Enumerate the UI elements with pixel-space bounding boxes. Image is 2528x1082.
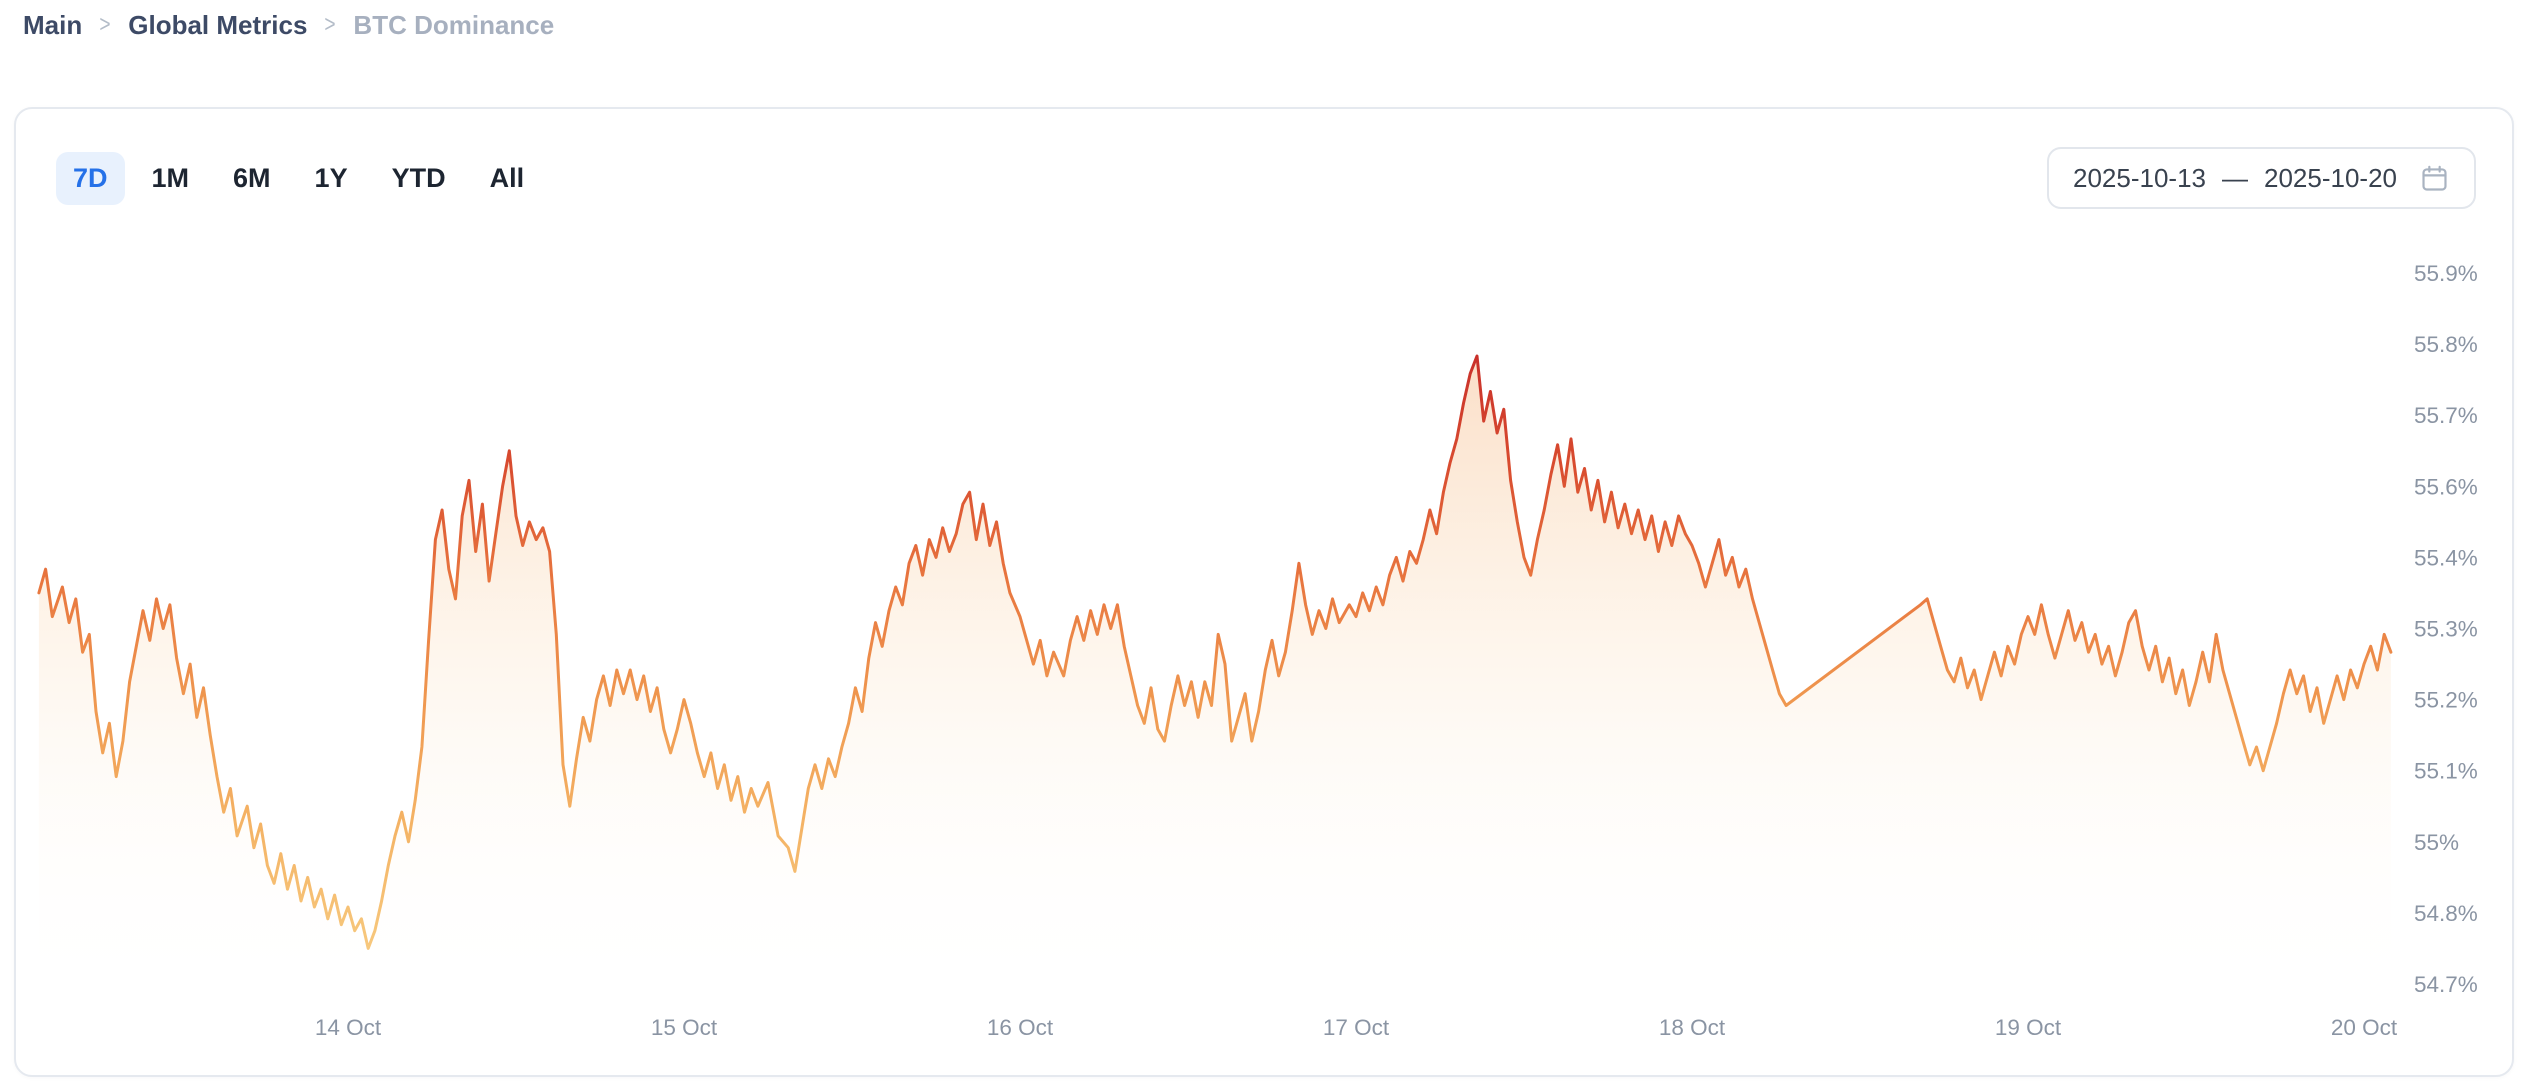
y-tick-label: 55.2% — [2414, 688, 2478, 713]
x-tick-label: 15 Oct — [651, 1015, 718, 1040]
x-tick-label: 17 Oct — [1323, 1015, 1390, 1040]
range-button-all[interactable]: All — [473, 152, 542, 205]
range-button-1m[interactable]: 1M — [135, 152, 207, 205]
date-range-separator: — — [2222, 162, 2248, 193]
breadcrumb-current-page: BTC Dominance — [353, 10, 555, 40]
y-tick-label: 55.3% — [2414, 617, 2478, 642]
breadcrumb-separator-icon: > — [99, 11, 111, 38]
y-tick-label: 55.6% — [2414, 474, 2478, 499]
y-tick-label: 55.9% — [2414, 261, 2478, 286]
y-tick-label: 54.7% — [2414, 972, 2478, 997]
y-tick-label: 55.8% — [2414, 332, 2478, 357]
y-tick-label: 55.1% — [2414, 759, 2478, 784]
y-tick-label: 54.8% — [2414, 901, 2478, 926]
date-range-picker[interactable]: 2025-10-13 — 2025-10-20 — [2047, 147, 2476, 209]
x-tick-label: 20 Oct — [2331, 1015, 2398, 1040]
date-range-end[interactable]: 2025-10-20 — [2264, 162, 2397, 193]
dominance-line — [37, 354, 2393, 950]
chart-toolbar: 7D 1M 6M 1Y YTD All 2025-10-13 — 2025-10-20 — [56, 147, 2476, 209]
btc-dominance-chart-card: 7D 1M 6M 1Y YTD All 2025-10-13 — 2025-10-20 1… — [14, 107, 2514, 1077]
time-range-selector: 7D 1M 6M 1Y YTD All — [56, 151, 542, 205]
y-tick-label: 55% — [2414, 830, 2459, 855]
range-button-1y[interactable]: 1Y — [298, 152, 365, 205]
x-tick-label: 18 Oct — [1659, 1015, 1726, 1040]
breadcrumb-separator-icon: > — [324, 11, 337, 38]
y-tick-label: 55.7% — [2414, 403, 2478, 428]
range-button-ytd[interactable]: YTD — [375, 152, 463, 205]
breadcrumb-main[interactable]: Main — [23, 10, 83, 40]
breadcrumb: Main > Global Metrics > BTC Dominance — [23, 10, 554, 40]
date-range-start[interactable]: 2025-10-13 — [2073, 162, 2206, 193]
range-button-6m[interactable]: 6M — [216, 152, 288, 205]
calendar-icon[interactable] — [2419, 163, 2450, 194]
x-tick-label: 19 Oct — [1995, 1015, 2062, 1040]
breadcrumb-global-metrics[interactable]: Global Metrics — [128, 10, 308, 40]
btc-dominance-chart[interactable]: 14 Oct 15 Oct 16 Oct 17 Oct 18 Oct 19 Oct 20 O… — [16, 109, 2512, 1075]
y-tick-label: 55.4% — [2414, 545, 2478, 570]
x-tick-label: 16 Oct — [987, 1015, 1054, 1040]
range-button-7d[interactable]: 7D — [56, 151, 125, 205]
x-tick-label: 14 Oct — [315, 1015, 382, 1040]
